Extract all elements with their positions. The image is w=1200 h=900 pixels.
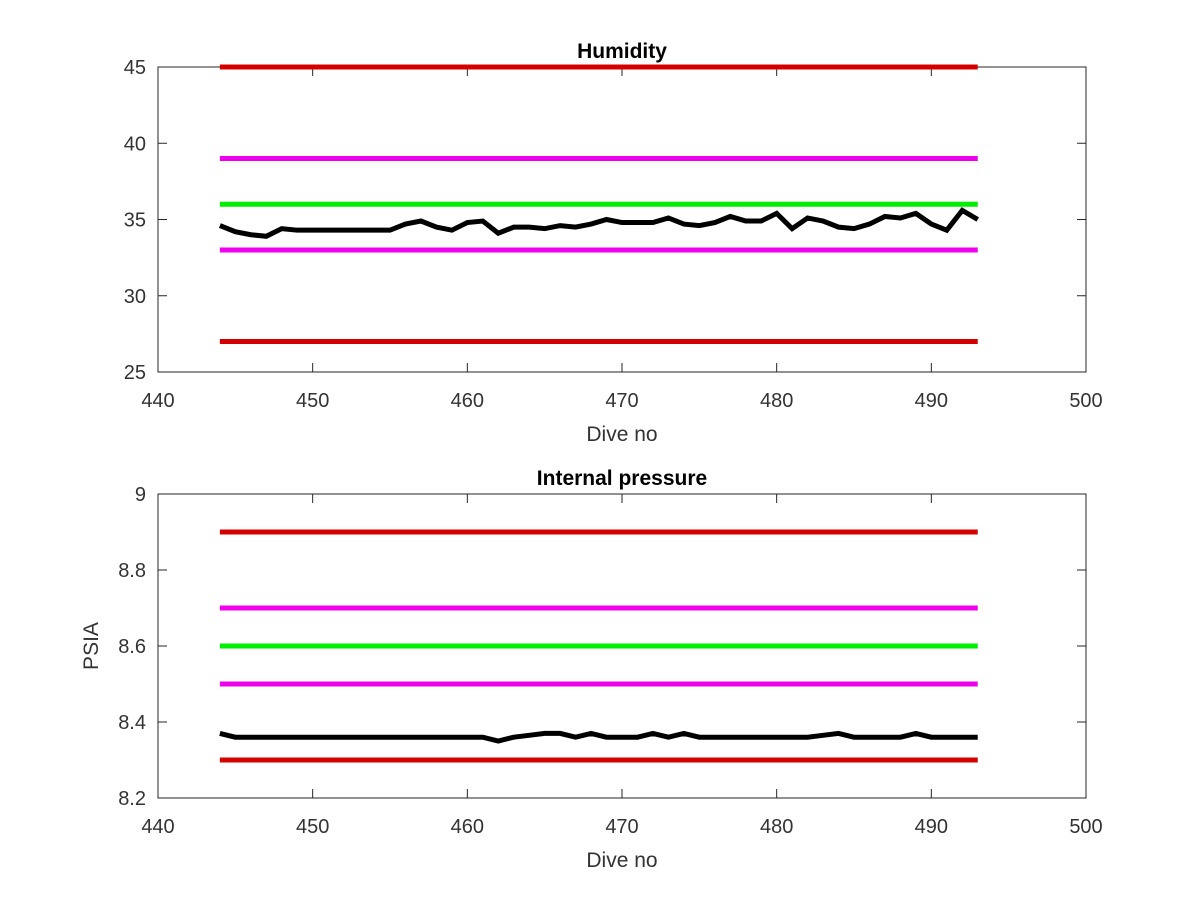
y-tick-label: 8.6	[118, 636, 146, 658]
x-tick-label: 500	[1069, 390, 1102, 412]
y-tick-label: 8.2	[118, 788, 146, 810]
y-tick-label: 35	[124, 210, 146, 232]
plot-area-frame	[157, 66, 1087, 373]
x-tick-label: 490	[915, 390, 948, 412]
chart-title: Humidity	[577, 40, 667, 63]
y-tick-label: 9	[135, 484, 146, 506]
x-tick-label: 460	[451, 390, 484, 412]
x-tick-label: 440	[141, 390, 174, 412]
y-tick-label: 8.4	[118, 712, 146, 734]
x-tick-label: 480	[760, 816, 793, 838]
x-tick-label: 470	[605, 390, 638, 412]
x-tick-label: 500	[1069, 816, 1102, 838]
chart-2: 440 450 460 470 480 490 500 8.2 8.4 8.6 8.8 9 Intern…	[80, 467, 1103, 872]
x-tick-label: 440	[141, 816, 174, 838]
y-tick-label: 45	[124, 57, 146, 79]
y-axis-label: PSIA	[80, 622, 103, 670]
y-tick-label: 30	[124, 286, 146, 308]
x-tick-label: 450	[296, 390, 329, 412]
x-axis-label: Dive no	[586, 423, 657, 446]
series-line-6	[218, 207, 980, 239]
x-tick-label: 480	[760, 390, 793, 412]
x-tick-label: 470	[605, 816, 638, 838]
x-axis-label: Dive no	[586, 849, 657, 872]
x-tick-label: 450	[296, 816, 329, 838]
x-tick-label: 460	[451, 816, 484, 838]
y-tick-label: 25	[124, 362, 146, 384]
chart-title: Internal pressure	[537, 467, 707, 490]
y-tick-label: 8.8	[118, 560, 146, 582]
chart-1: 440 450 460 470 480 490 500 25 30 35 40 45 Humidity D…	[124, 40, 1103, 446]
x-tick-label: 490	[915, 816, 948, 838]
y-tick-label: 40	[124, 133, 146, 155]
series-line-6	[219, 730, 978, 744]
